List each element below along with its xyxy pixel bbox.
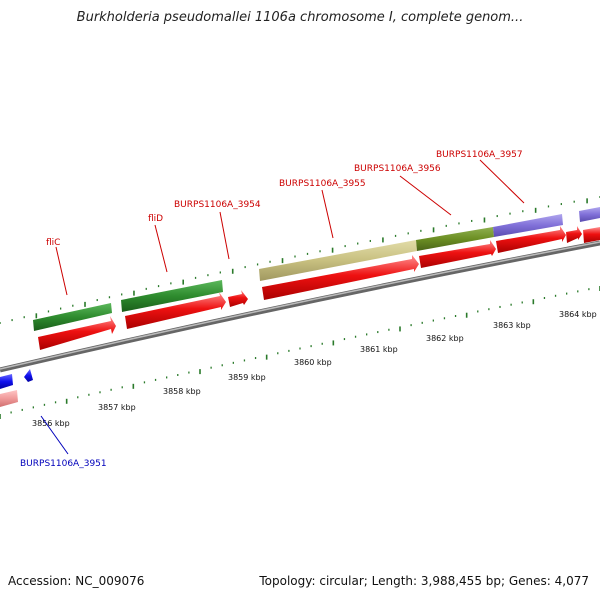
cds-arrow[interactable] <box>583 227 600 243</box>
scale-labels: 3856 kbp 3857 kbp 3858 kbp 3859 kbp 3860 kbp… <box>32 310 597 428</box>
gene-block-fliC[interactable] <box>33 303 112 331</box>
gene-block-blue[interactable] <box>0 374 13 389</box>
scale-label: 3860 kbp <box>294 358 332 367</box>
cds-arrow[interactable] <box>496 226 566 253</box>
gene-track-upper <box>33 207 600 331</box>
scale-label: 3862 kbp <box>426 334 464 343</box>
cds-arrow[interactable] <box>419 240 496 268</box>
cds-arrow[interactable] <box>38 316 116 350</box>
gene-label-fliD[interactable]: fliD <box>148 214 163 224</box>
accession-text: Accession: NC_009076 <box>8 574 145 588</box>
gene-block-pink[interactable] <box>0 390 18 407</box>
gene-block-fliD[interactable] <box>121 280 223 312</box>
label-leaders <box>40 159 525 455</box>
cds-arrow[interactable] <box>566 226 582 243</box>
outer-tick-marks <box>0 196 600 324</box>
scale-label: 3861 kbp <box>360 345 398 354</box>
gene-block-3957[interactable] <box>493 214 563 237</box>
scale-label: 3859 kbp <box>228 373 266 382</box>
scale-label: 3863 kbp <box>493 321 531 330</box>
scale-label: 3858 kbp <box>163 387 201 396</box>
scale-label: 3856 kbp <box>32 419 70 428</box>
gene-label-3956[interactable]: BURPS1106A_3956 <box>354 164 441 174</box>
gene-block-3956[interactable] <box>416 227 494 251</box>
chromosome-backbone <box>0 240 600 373</box>
gene-label-3957[interactable]: BURPS1106A_3957 <box>436 150 523 160</box>
cds-track-reverse <box>0 369 33 407</box>
cds-arrow[interactable] <box>262 255 419 300</box>
chromosome-backbone-highlight <box>0 241 600 370</box>
cds-arrow[interactable] <box>125 292 226 329</box>
gene-label-3954[interactable]: BURPS1106A_3954 <box>174 200 261 210</box>
map-title: Burkholderia pseudomallei 1106a chromoso… <box>76 10 524 25</box>
gene-block-3955[interactable] <box>259 240 417 281</box>
cds-track-forward <box>38 226 600 350</box>
cds-arrow-reverse[interactable] <box>24 369 33 382</box>
gene-label-3951[interactable]: BURPS1106A_3951 <box>20 459 107 469</box>
cds-arrow[interactable] <box>228 290 248 307</box>
inner-tick-marks <box>0 286 600 419</box>
gene-label-3955[interactable]: BURPS1106A_3955 <box>279 179 366 189</box>
topology-summary: Topology: circular; Length: 3,988,455 bp… <box>259 574 589 588</box>
gene-label-fliC[interactable]: fliC <box>46 238 60 248</box>
gene-block-next[interactable] <box>579 207 600 222</box>
scale-label: 3857 kbp <box>98 403 136 412</box>
scale-label: 3864 kbp <box>559 310 597 319</box>
